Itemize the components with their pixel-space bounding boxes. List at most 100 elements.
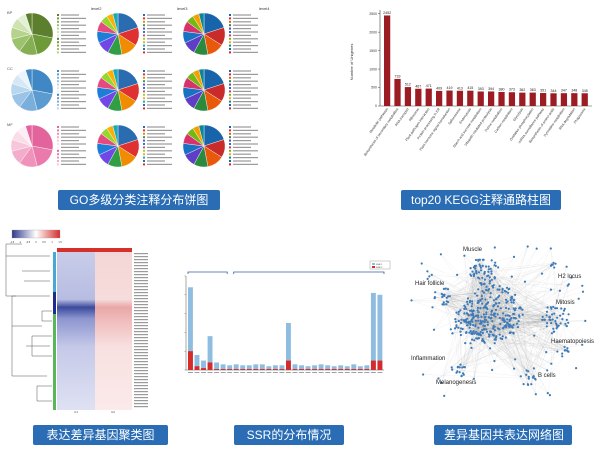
network-node [458,366,461,369]
go-legend-text-line [147,70,165,72]
network-node [511,326,514,329]
go-legend-text-line [147,38,172,40]
network-node [560,307,563,310]
network-node [546,322,549,325]
heatmap-legend-tick: -1.5 [10,241,15,244]
network-node [530,383,533,386]
heatmap-row-label-line [134,301,148,303]
heatmap-row-label-line [134,376,148,378]
network-node [565,325,568,328]
network-node [473,264,476,268]
network-node [472,314,475,317]
network-node [487,265,490,268]
network-node [499,322,502,325]
ssr-brackets [187,271,385,274]
ssr-x-label-line [370,372,376,373]
network-label-haematopoiesis: Haematopoiesis [551,339,594,345]
network-node [451,332,454,335]
network-node [474,258,478,262]
go-legend-text-line [61,101,86,103]
heatmap-dendrogram [5,243,52,402]
go-legend-swatch [57,107,59,110]
network-node [471,302,474,305]
go-legend-swatch [57,24,59,27]
network-node [477,258,480,261]
network-node [474,314,477,318]
heatmap-row-label-line [134,394,148,396]
network-node [545,314,548,317]
network-label-b-cells: B cells [538,373,556,379]
network-node [570,276,573,279]
ssr-bar-highlight [240,369,246,370]
network-node [541,318,544,321]
go-legend-swatch [229,37,231,40]
network-node [433,297,436,300]
network-node [518,307,521,310]
go-legend-swatch [143,107,145,110]
network-node [549,288,552,291]
ssr-legend-label-2: SSR 2 [376,267,383,269]
network-node [488,335,491,338]
network-node [512,307,515,310]
kegg-bar [415,88,422,106]
network-node [444,287,447,290]
kegg-bar [404,87,412,106]
go-legend-text-line [61,73,86,75]
network-node [465,307,468,310]
network-node [492,325,495,328]
kegg-value-label: 344 [551,89,557,93]
kegg-value-label: 419 [447,86,453,90]
go-pie-slice [31,124,54,151]
network-node [564,322,567,325]
network-node [561,318,564,321]
go-legend-swatch [143,76,145,79]
go-legend-text-line [61,143,86,145]
go-legend-text-line [233,48,251,50]
go-legend-text-line [147,129,172,131]
network-node [462,365,466,369]
go-legend-text-line [147,157,172,159]
network-node [546,392,549,395]
network-node [488,276,491,279]
go-legend-swatch [229,87,231,89]
network-label-inflammation: Inflammation [411,356,445,362]
ssr-bar-highlight [259,369,265,370]
network-node [519,307,522,310]
ssr-bar-highlight [246,369,252,370]
heatmap-column-label-2: C2 [111,410,115,414]
network-node [549,247,552,250]
go-pie-r1-c3 [182,12,258,56]
ssr-bar-highlight [338,369,344,370]
kegg-bar [436,90,443,106]
network-node [490,278,493,281]
network-node [510,275,513,278]
ssr-bar-total [279,365,285,370]
go-legend-text-line [147,51,172,53]
network-node [483,282,486,285]
go-legend-swatch [143,100,145,103]
go-pie-slice [112,12,119,35]
heatmap-row-label-line [134,388,148,390]
network-label-melanogenesis: Melanogenesis [436,380,476,386]
network-node [584,319,587,322]
network-node [491,320,494,323]
go-legend-text-line [233,133,251,135]
kegg-bar [384,15,391,106]
network-node [447,295,450,298]
go-legend-swatch [229,34,231,37]
go-legend-text-line [61,94,86,96]
ssr-bar-highlight [214,369,220,370]
go-legend-swatch [57,93,59,96]
ssr-x-label-line [279,372,285,373]
ssr-bar-total [246,365,252,370]
network-node [554,262,557,265]
network-node [476,306,479,309]
ssr-bar-highlight [325,369,331,370]
network-node [465,321,468,324]
ssr-axes [184,275,384,373]
network-node [496,313,499,316]
kegg-bar [519,92,526,106]
go-pie-slice [198,124,205,147]
kegg-bar [508,92,516,106]
go-legend-swatch [229,70,231,72]
